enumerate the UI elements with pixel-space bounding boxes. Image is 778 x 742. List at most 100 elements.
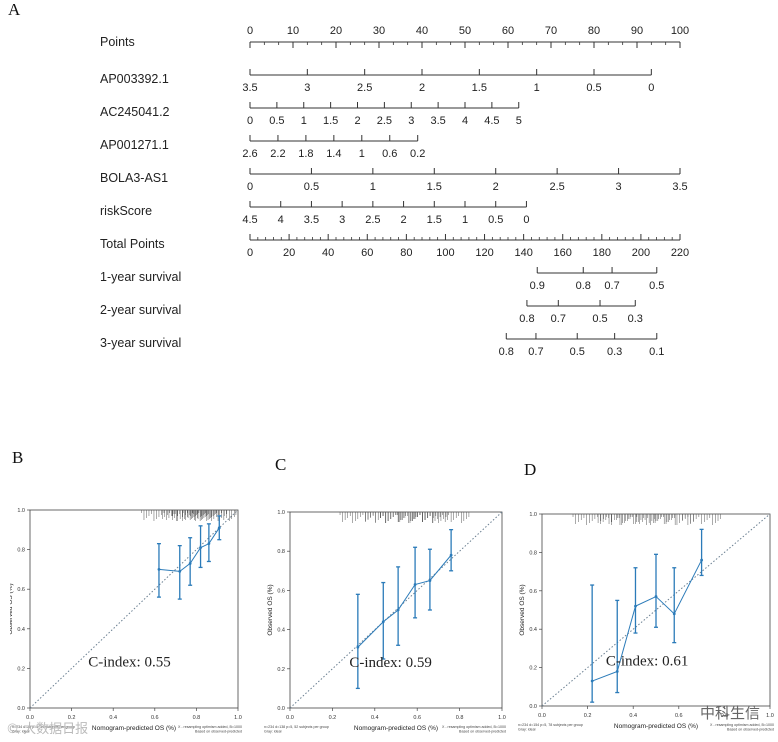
x-axis-title: Nomogram-predicted OS (%) xyxy=(92,725,176,732)
y-axis-title: Observed OS (%) xyxy=(10,583,14,634)
y-tick-label: 0.6 xyxy=(529,589,537,595)
tick-label: 0.3 xyxy=(628,313,643,325)
tick-label: 4 xyxy=(462,115,468,127)
calibration-point xyxy=(356,645,360,649)
tick-label: 120 xyxy=(475,247,493,259)
tick-label: 2.5 xyxy=(365,214,380,226)
calibration-point xyxy=(217,526,221,530)
tick-label: 1.4 xyxy=(326,148,341,160)
tick-label: 0 xyxy=(247,115,253,127)
c-index-label: C-index: 0.55 xyxy=(88,654,170,670)
tick-label: 90 xyxy=(631,25,643,37)
tick-label: 2.5 xyxy=(377,115,392,127)
tick-label: 60 xyxy=(502,25,514,37)
row-label: 1-year survival xyxy=(100,270,181,284)
row-label: BOLA3-AS1 xyxy=(100,171,168,185)
tick-label: 3 xyxy=(339,214,345,226)
y-tick-label: 0.2 xyxy=(277,667,285,673)
x-tick-label: 0.8 xyxy=(721,713,729,719)
tick-label: 0 xyxy=(648,82,654,94)
x-tick-label: 1.0 xyxy=(498,715,506,721)
tick-label: 60 xyxy=(361,247,373,259)
tick-label: 10 xyxy=(287,25,299,37)
row-label: AC245041.2 xyxy=(100,105,170,119)
y-axis-title: Observed OS (%) xyxy=(267,584,274,635)
y-tick-label: 0.4 xyxy=(529,627,537,633)
x-tick-label: 1.0 xyxy=(766,713,774,719)
y-tick-label: 0.4 xyxy=(17,627,25,633)
row-label: Total Points xyxy=(100,237,165,251)
y-tick-label: 0.0 xyxy=(17,706,25,712)
tick-label: 3.5 xyxy=(242,82,257,94)
watermark-left: © 大数据日报 xyxy=(6,722,89,737)
tick-label: 1.5 xyxy=(427,181,442,193)
tick-label: 80 xyxy=(588,25,600,37)
footnote-left: n=234 d=29 p=5, 39 subjects per group xyxy=(12,725,75,729)
calibration-point xyxy=(413,583,417,586)
x-tick-label: 1.0 xyxy=(234,715,242,721)
x-tick-label: 0.2 xyxy=(584,713,592,719)
y-tick-label: 0.4 xyxy=(277,628,285,634)
x-tick-label: 0.8 xyxy=(456,715,464,721)
tick-label: 2 xyxy=(419,82,425,94)
tick-label: 3.5 xyxy=(304,214,319,226)
row-label: Points xyxy=(100,35,135,49)
footnote-left-2: Gray: ideal xyxy=(264,730,282,734)
tick-label: 0.5 xyxy=(488,214,503,226)
calibration-point xyxy=(700,558,703,562)
panel-letter-d: D xyxy=(524,460,537,479)
calibration-line xyxy=(357,554,452,648)
x-tick-label: 0.0 xyxy=(538,713,546,719)
calibration-point xyxy=(590,679,594,683)
calibration-line xyxy=(591,559,703,682)
calibration-point xyxy=(654,595,658,598)
tick-label: 0.2 xyxy=(410,148,425,160)
row-label: 3-year survival xyxy=(100,336,181,350)
tick-label: 0 xyxy=(247,25,253,37)
x-tick-label: 0.6 xyxy=(413,715,421,721)
x-tick-label: 0.6 xyxy=(675,713,683,719)
x-tick-label: 0.2 xyxy=(329,715,337,721)
ideal-line xyxy=(29,509,239,709)
tick-label: 0.8 xyxy=(499,346,514,358)
tick-label: 0.5 xyxy=(586,82,601,94)
tick-label: 140 xyxy=(514,247,532,259)
ideal-line xyxy=(289,511,503,709)
tick-label: 0.8 xyxy=(576,280,591,292)
x-tick-label: 0.2 xyxy=(68,715,76,721)
tick-label: 0.6 xyxy=(382,148,397,160)
tick-label: 1.8 xyxy=(298,148,313,160)
tick-label: 0.8 xyxy=(519,313,534,325)
tick-label: 0.5 xyxy=(304,181,319,193)
footnote-right: X - resampling optimism added, B=1000 xyxy=(710,723,774,727)
tick-label: 4.5 xyxy=(484,115,499,127)
c-index-label: C-index: 0.59 xyxy=(349,655,432,671)
tick-label: 5 xyxy=(516,115,522,127)
tick-label: 0.5 xyxy=(592,313,607,325)
row-label: AP003392.1 xyxy=(100,72,169,86)
row-label: 2-year survival xyxy=(100,303,181,317)
row-label: riskScore xyxy=(100,204,152,218)
c-index-label: C-index: 0.61 xyxy=(606,654,689,670)
tick-label: 20 xyxy=(283,247,295,259)
calibration-point xyxy=(199,546,202,550)
y-tick-label: 0.8 xyxy=(17,548,25,554)
panel-letter-b: B xyxy=(12,448,24,467)
calibration-point xyxy=(381,620,385,624)
panel-letter-c: C xyxy=(275,455,287,474)
tick-label: 20 xyxy=(330,25,342,37)
calibration-point xyxy=(615,670,619,673)
x-tick-label: 0.4 xyxy=(109,715,117,721)
calibration-plot-b: 0.00.0 0.2 0.2 0.4 0.4 0.6 0.6 0.8 0.8 1.0 1.0 Nomo… xyxy=(10,508,242,734)
tick-label: 0.3 xyxy=(607,346,622,358)
footnote-left: n=234 d=154 p=5, 78 subjects per group xyxy=(518,723,583,727)
y-tick-label: 0.6 xyxy=(277,588,285,594)
x-tick-label: 0.4 xyxy=(629,713,637,719)
tick-label: 220 xyxy=(671,247,689,259)
tick-label: 100 xyxy=(671,25,689,37)
tick-label: 2 xyxy=(401,214,407,226)
plot-frame xyxy=(29,509,239,709)
tick-label: 0 xyxy=(523,214,529,226)
footnote-left-2: Gray: ideal xyxy=(12,730,30,734)
